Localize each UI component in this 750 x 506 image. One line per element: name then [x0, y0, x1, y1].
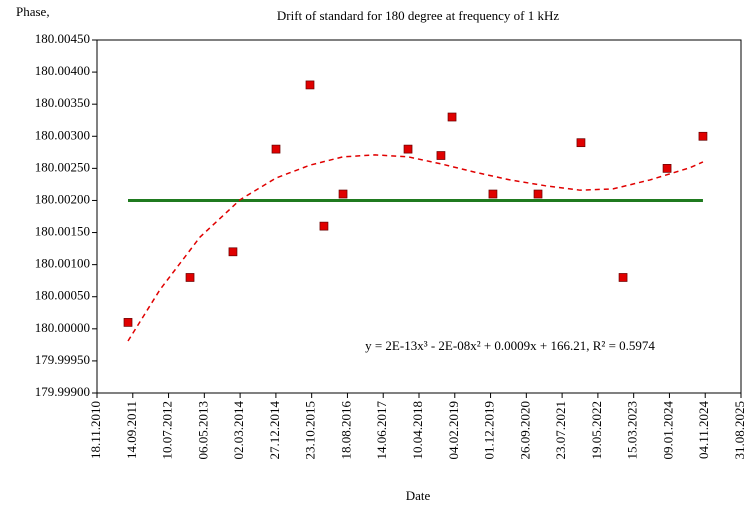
x-tick-label: 10.07.2012: [160, 401, 175, 460]
x-axis-label: Date: [406, 488, 431, 503]
data-point: [447, 112, 457, 122]
data-point: [436, 151, 446, 160]
y-tick-label: 180.00100: [35, 256, 90, 271]
y-tick-label: 179.99900: [35, 384, 90, 399]
x-tick-label: 09.01.2024: [660, 401, 675, 460]
y-axis-label: Phase,: [16, 4, 50, 19]
x-tick-label: 02.03.2014: [231, 401, 246, 460]
x-tick-label: 06.05.2013: [195, 401, 210, 460]
data-point: [305, 80, 315, 90]
y-tick-label: 180.00350: [35, 95, 90, 110]
y-tick-label: 180.00450: [35, 31, 90, 46]
y-tick-label: 180.00300: [35, 127, 90, 142]
data-point: [403, 144, 413, 154]
x-tick-label: 31.08.2025: [732, 401, 747, 460]
data-point: [618, 273, 628, 282]
y-tick-label: 179.99950: [35, 352, 90, 367]
y-tick-label: 180.00400: [35, 63, 90, 78]
x-tick-label: 15.03.2023: [625, 401, 640, 460]
data-point: [338, 189, 348, 199]
x-tick-label: 23.10.2015: [303, 401, 318, 460]
x-tick-label: 18.11.2010: [88, 401, 103, 459]
y-tick-label: 180.00050: [35, 288, 90, 303]
data-point: [185, 273, 195, 282]
data-point: [662, 164, 672, 173]
y-tick-label: 180.00000: [35, 320, 90, 335]
data-point: [533, 189, 543, 199]
x-tick-label: 14.09.2011: [124, 401, 139, 459]
data-point: [319, 221, 329, 231]
y-tick-label: 180.00250: [35, 159, 90, 174]
trend-line: [127, 154, 704, 342]
x-tick-label: 10.04.2018: [410, 401, 425, 460]
data-point: [698, 131, 708, 141]
x-tick-label: 04.02.2019: [446, 401, 461, 460]
x-tick-label: 04.11.2024: [696, 401, 711, 460]
x-tick-label: 27.12.2014: [267, 401, 282, 460]
x-tick-label: 19.05.2022: [589, 401, 604, 460]
x-tick-label: 26.09.2020: [517, 401, 532, 460]
x-tick-label: 18.08.2016: [338, 401, 353, 460]
y-tick-label: 180.00200: [35, 191, 90, 206]
data-point: [576, 138, 586, 148]
data-point: [271, 144, 281, 154]
x-tick-label: 01.12.2019: [482, 401, 497, 460]
x-tick-label: 14.06.2017: [374, 401, 389, 460]
trend-equation: y = 2E-13x³ - 2E-08x² + 0.0009x + 166.21…: [365, 338, 655, 353]
data-point: [488, 189, 498, 199]
chart-title: Drift of standard for 180 degree at freq…: [277, 8, 560, 23]
data-point: [228, 247, 238, 257]
y-tick-label: 180.00150: [35, 224, 90, 239]
data-point: [123, 318, 133, 327]
x-tick-label: 23.07.2021: [553, 401, 568, 460]
